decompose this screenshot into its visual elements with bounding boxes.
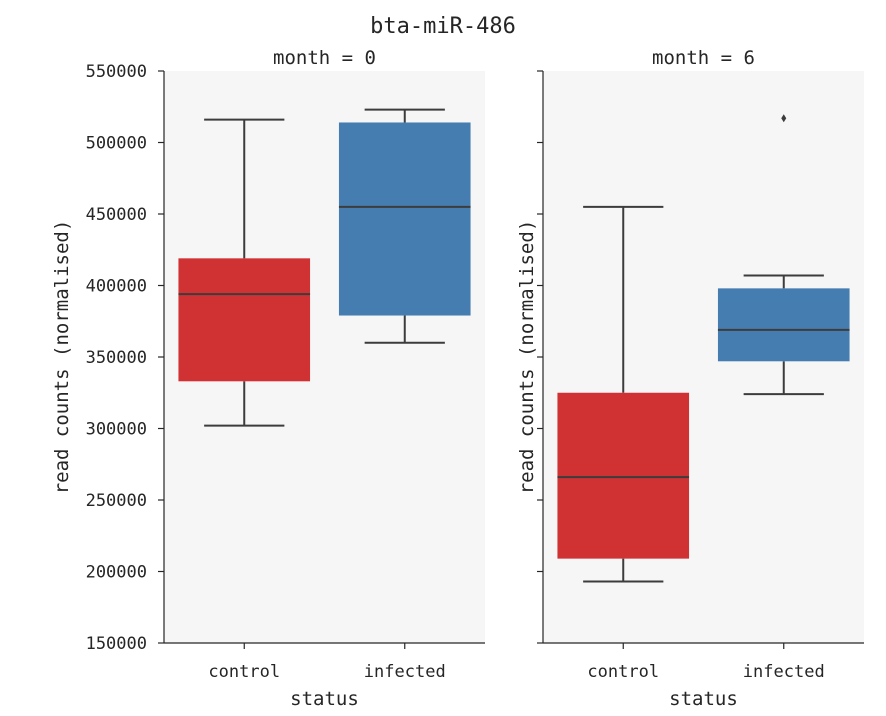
box-control <box>178 258 311 382</box>
y-tick-label: 350000 <box>86 348 147 368</box>
x-axis-label: status <box>290 688 359 710</box>
y-tick-label: 200000 <box>86 563 147 583</box>
y-axis-label: read counts (normalised) <box>51 220 73 495</box>
y-tick-label: 300000 <box>86 420 147 440</box>
y-tick-label: 150000 <box>86 634 147 654</box>
y-tick-label: 550000 <box>86 62 147 82</box>
panel-0: month = 0 150000 200000 250000 300000 350000 4… <box>51 47 485 710</box>
box-infected <box>338 122 471 316</box>
box-infected <box>717 288 850 362</box>
y-axis-label: read counts (normalised) <box>516 220 538 495</box>
y-tick-label: 450000 <box>86 205 147 225</box>
outlier-point <box>781 114 787 123</box>
x-tick-label-control: control <box>208 662 280 682</box>
y-tick-label: 500000 <box>86 134 147 154</box>
panel-1: month = 6 read counts (normalised) statusc… <box>516 47 864 710</box>
x-axis-label: status <box>669 688 738 710</box>
panel-title: month = 0 <box>273 47 376 69</box>
x-tick-label-control: control <box>587 662 659 682</box>
y-tick-label: 250000 <box>86 491 147 511</box>
x-tick-label-infected: infected <box>743 662 825 682</box>
panel-title: month = 6 <box>652 47 755 69</box>
figure-title: bta-miR-486 <box>370 14 516 39</box>
y-tick-label: 400000 <box>86 277 147 297</box>
x-tick-label-infected: infected <box>364 662 446 682</box>
box-control <box>557 392 690 559</box>
